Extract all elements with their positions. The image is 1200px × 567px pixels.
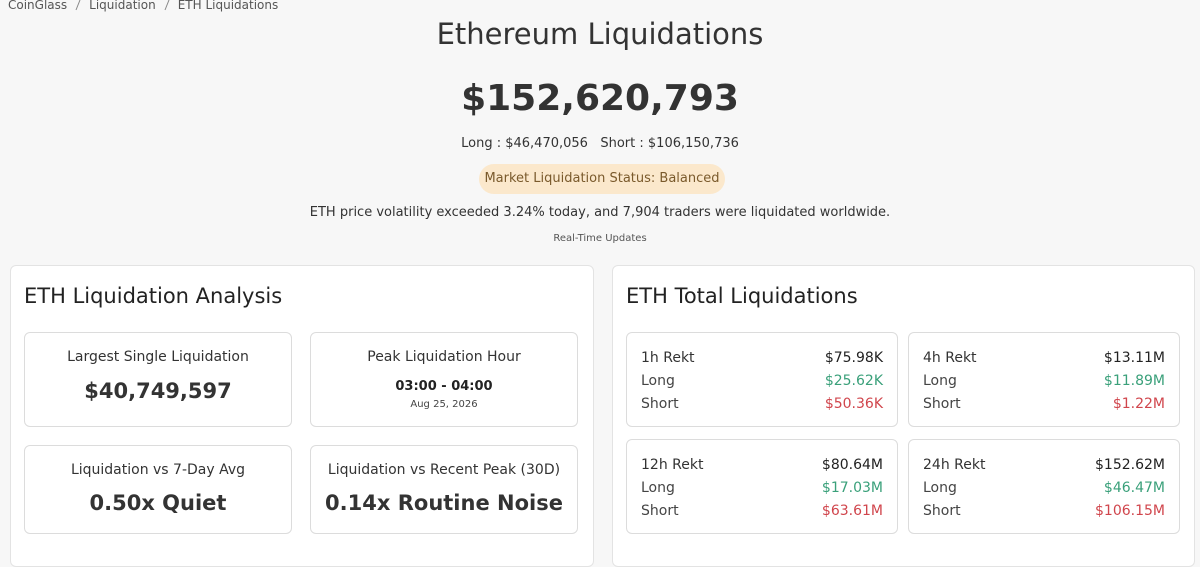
row-label: 12h Rekt bbox=[641, 457, 704, 473]
total-amount: $152,620,793 bbox=[461, 78, 739, 119]
row-value: $1.22M bbox=[1112, 396, 1165, 412]
rekt-card: 1h Rekt $75.98K Long $25.62K Short $50.36K bbox=[626, 332, 898, 427]
long-label: Long : bbox=[461, 136, 502, 151]
rekt-row: Short $1.22M bbox=[923, 396, 1165, 412]
card-label: Peak Liquidation Hour bbox=[367, 349, 521, 365]
row-value: $152.62M bbox=[1095, 457, 1165, 473]
card-value: 03:00 - 04:00 bbox=[395, 379, 493, 394]
rekt-row: Long $17.03M bbox=[641, 480, 883, 496]
rekt-card: 12h Rekt $80.64M Long $17.03M Short $63.61M bbox=[626, 439, 898, 534]
row-value: $106.15M bbox=[1095, 503, 1165, 519]
breadcrumb-current: ETH Liquidations bbox=[177, 0, 279, 12]
breadcrumb: CoinGlass Liquidation ETH Liquidations bbox=[8, 0, 278, 12]
rekt-row: Short $50.36K bbox=[641, 396, 883, 412]
rekt-row: 4h Rekt $13.11M bbox=[923, 350, 1165, 366]
breadcrumb-link[interactable]: CoinGlass bbox=[8, 0, 68, 12]
row-value: $13.11M bbox=[1103, 350, 1165, 366]
card-label: Liquidation vs Recent Peak (30D) bbox=[327, 462, 561, 478]
rekt-row: Short $63.61M bbox=[641, 503, 883, 519]
card-date: Aug 25, 2026 bbox=[410, 399, 478, 410]
row-label: 1h Rekt bbox=[641, 350, 695, 366]
row-label: Short bbox=[923, 396, 961, 412]
rekt-row: Long $25.62K bbox=[641, 373, 883, 389]
rekt-row: 24h Rekt $152.62M bbox=[923, 457, 1165, 473]
row-value: $17.03M bbox=[821, 480, 883, 496]
card-label: Largest Single Liquidation bbox=[67, 349, 249, 365]
separator bbox=[75, 0, 81, 11]
short-value: $106,150,736 bbox=[647, 136, 739, 151]
card-value: 0.14x Routine Noise bbox=[325, 491, 563, 515]
row-label: Short bbox=[641, 396, 679, 412]
rekt-row: 1h Rekt $75.98K bbox=[641, 350, 883, 366]
row-label: Long bbox=[923, 480, 957, 496]
row-value: $63.61M bbox=[821, 503, 883, 519]
card-value: $40,749,597 bbox=[84, 379, 232, 403]
breadcrumb-link[interactable]: Liquidation bbox=[89, 0, 156, 12]
updates-note: Real-Time Updates bbox=[553, 233, 647, 244]
row-label: 24h Rekt bbox=[923, 457, 986, 473]
rekt-row: Long $46.47M bbox=[923, 480, 1165, 496]
analysis-card: Peak Liquidation Hour 03:00 - 04:00 Aug 25… bbox=[310, 332, 578, 427]
rekt-card: 24h Rekt $152.62M Long $46.47M Short $106.15M bbox=[908, 439, 1180, 534]
analysis-card: Largest Single Liquidation $40,749,597 bbox=[24, 332, 292, 427]
row-value: $46.47M bbox=[1103, 480, 1165, 496]
row-value: $75.98K bbox=[824, 350, 883, 366]
panel-title: ETH Liquidation Analysis bbox=[24, 284, 283, 308]
card-label: Liquidation vs 7-Day Avg bbox=[70, 462, 246, 478]
panel-title: ETH Total Liquidations bbox=[626, 284, 858, 308]
row-label: Short bbox=[641, 503, 679, 519]
page-title: Ethereum Liquidations bbox=[436, 17, 764, 51]
row-value: $25.62K bbox=[824, 373, 883, 389]
row-value: $11.89M bbox=[1103, 373, 1165, 389]
short-label: Short : bbox=[600, 136, 644, 151]
card-value: 0.50x Quiet bbox=[89, 491, 227, 515]
analysis-card: Liquidation vs Recent Peak (30D) 0.14x Ro… bbox=[310, 445, 578, 534]
separator bbox=[164, 0, 170, 11]
rekt-row: Short $106.15M bbox=[923, 503, 1165, 519]
rekt-card: 4h Rekt $13.11M Long $11.89M Short $1.22M bbox=[908, 332, 1180, 427]
row-label: Short bbox=[923, 503, 961, 519]
row-label: Long bbox=[923, 373, 957, 389]
summary: ETH price volatility exceeded 3.24% toda… bbox=[309, 205, 891, 220]
rekt-row: 12h Rekt $80.64M bbox=[641, 457, 883, 473]
rekt-row: Long $11.89M bbox=[923, 373, 1165, 389]
status-pill: Market Liquidation Status: Balanced bbox=[479, 164, 725, 194]
row-label: Long bbox=[641, 480, 675, 496]
long-short: Long : $46,470,056 Short : $106,150,736 bbox=[0, 136, 1200, 151]
long-value: $46,470,056 bbox=[505, 136, 588, 151]
row-label: Long bbox=[641, 373, 675, 389]
row-label: 4h Rekt bbox=[923, 350, 977, 366]
row-value: $80.64M bbox=[821, 457, 883, 473]
analysis-card: Liquidation vs 7-Day Avg 0.50x Quiet bbox=[24, 445, 292, 534]
row-value: $50.36K bbox=[824, 396, 883, 412]
